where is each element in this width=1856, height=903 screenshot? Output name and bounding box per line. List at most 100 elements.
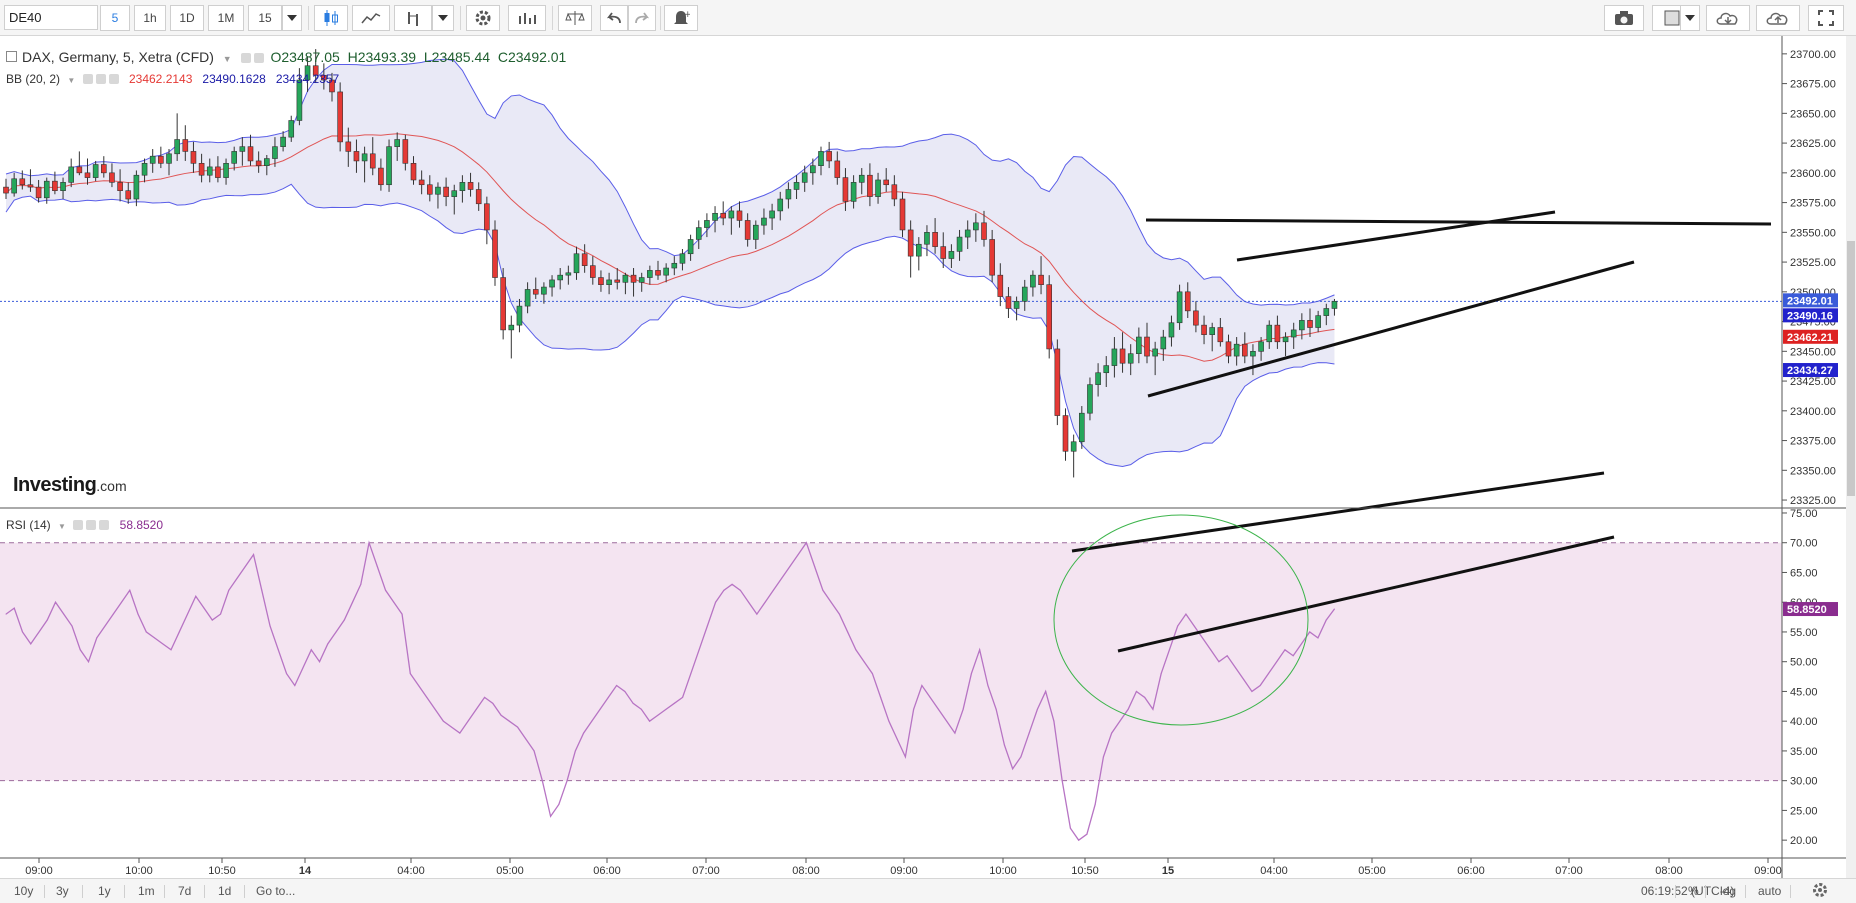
time-tick-label: 14 — [299, 865, 312, 877]
range-1y[interactable]: 1y — [98, 884, 111, 898]
rsi-point — [434, 708, 436, 710]
candle — [1233, 337, 1240, 366]
candle — [752, 220, 759, 249]
candle-body — [850, 182, 857, 202]
percent-toggle[interactable]: % — [1688, 884, 1699, 898]
range-1m[interactable]: 1m — [138, 884, 155, 898]
rsi-point — [789, 566, 791, 568]
rsi-point — [1094, 803, 1096, 805]
candle — [1070, 434, 1077, 478]
chevron-down-icon[interactable]: ▼ — [67, 76, 76, 85]
candle — [1176, 284, 1183, 330]
collapse-pane-icon[interactable] — [6, 51, 17, 62]
eye-icon[interactable] — [240, 53, 251, 63]
candles-button[interactable] — [314, 5, 348, 31]
candle — [459, 175, 466, 203]
rsi-point — [178, 631, 180, 633]
trendline-drawing — [1147, 260, 1635, 398]
rsi-point — [772, 589, 774, 591]
candle — [1103, 356, 1110, 388]
interval-15-button[interactable]: 15 — [248, 5, 282, 31]
interval-5-button[interactable]: 5 — [100, 5, 130, 31]
goto-button[interactable]: Go to... — [256, 884, 296, 898]
settings-mini-icon[interactable] — [253, 53, 264, 63]
interval-dropdown-button[interactable] — [282, 5, 302, 31]
draw-tools-button[interactable] — [394, 5, 432, 31]
eye-icon[interactable] — [73, 520, 84, 530]
compare-button[interactable] — [508, 5, 546, 31]
fullscreen-button[interactable] — [1808, 5, 1844, 31]
candle-body — [11, 178, 17, 194]
close-icon[interactable] — [108, 74, 119, 84]
snapshot-button[interactable] — [1604, 5, 1644, 31]
candle — [3, 178, 9, 200]
candle-body — [1315, 315, 1321, 328]
price-scrollbar-thumb[interactable] — [1847, 241, 1855, 496]
rsi-point — [352, 601, 354, 603]
range-1d[interactable]: 1d — [218, 884, 232, 898]
candle-body — [638, 277, 645, 283]
layout-dropdown[interactable] — [1680, 5, 1700, 31]
candle-body — [1184, 291, 1191, 312]
settings-button[interactable] — [466, 5, 500, 31]
range-10y[interactable]: 10y — [14, 884, 34, 898]
circle-drawing — [1053, 514, 1309, 726]
balance-button[interactable] — [558, 5, 592, 31]
settings-mini-icon[interactable] — [95, 74, 106, 84]
draw-tools-dropdown[interactable] — [432, 5, 454, 31]
candle-body — [883, 179, 890, 186]
rsi-point — [1012, 768, 1014, 770]
candle-body — [810, 165, 816, 174]
eye-icon[interactable] — [82, 74, 93, 84]
range-7d[interactable]: 7d — [178, 884, 192, 898]
log-toggle[interactable]: log — [1720, 884, 1737, 898]
rsi-point — [508, 720, 510, 722]
candle — [630, 268, 637, 297]
auto-toggle[interactable]: auto — [1758, 884, 1782, 898]
close-icon[interactable] — [99, 520, 110, 530]
rsi-tick-label: 65.00 — [1790, 567, 1818, 579]
candle-body — [263, 158, 270, 166]
candle — [744, 213, 751, 247]
range-3y[interactable]: 3y — [56, 884, 69, 898]
candle — [263, 154, 270, 176]
candle-body — [777, 198, 784, 212]
undo-button[interactable] — [600, 5, 628, 31]
load-cloud-button[interactable] — [1706, 5, 1750, 31]
price-tag-bg — [1783, 363, 1838, 378]
candle-body — [842, 177, 849, 202]
settings-mini-icon[interactable] — [86, 520, 97, 530]
candle — [1258, 337, 1264, 361]
rsi-point — [838, 613, 840, 615]
redo-button[interactable] — [628, 5, 656, 31]
candle — [1095, 363, 1101, 397]
candle — [1225, 334, 1232, 364]
candle-body — [606, 279, 612, 285]
alert-button[interactable]: + — [664, 5, 698, 31]
save-cloud-button[interactable] — [1756, 5, 1800, 31]
rsi-point — [715, 601, 717, 603]
rsi-point — [286, 673, 288, 675]
settings-bottom-button[interactable] — [1812, 882, 1828, 901]
indicators-button[interactable] — [352, 5, 390, 31]
candle — [858, 168, 865, 195]
candle-body — [940, 246, 947, 259]
rsi-point — [1102, 756, 1104, 758]
candle — [43, 177, 50, 204]
chart-canvas[interactable]: 23325.00 23350.00 23375.00 23400.00 23425.00… — [0, 36, 1856, 878]
interval-1m-button[interactable]: 1M — [208, 5, 244, 31]
candle — [304, 56, 311, 92]
candle — [353, 139, 360, 173]
rsi-point — [1036, 708, 1038, 710]
price-tick-label: 23450.00 — [1790, 346, 1836, 358]
candle-body — [353, 151, 360, 162]
chevron-down-icon[interactable]: ▼ — [222, 54, 232, 64]
interval-1h-button[interactable]: 1h — [134, 5, 166, 31]
candle-body — [907, 229, 914, 257]
interval-1d-button[interactable]: 1D — [170, 5, 204, 31]
chevron-down-icon[interactable]: ▼ — [58, 522, 66, 531]
symbol-input[interactable] — [4, 5, 98, 30]
rsi-point — [335, 631, 337, 633]
candle — [231, 146, 237, 171]
candle — [125, 182, 132, 204]
